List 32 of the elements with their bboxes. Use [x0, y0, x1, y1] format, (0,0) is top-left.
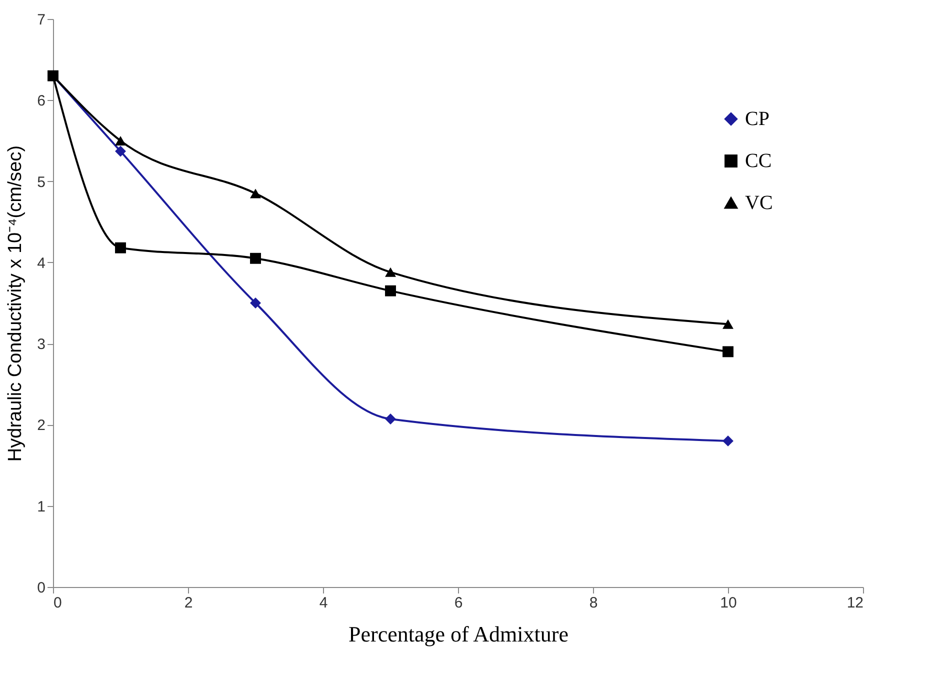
y-tick-label: 4: [37, 254, 46, 272]
point: [722, 346, 734, 358]
x-tick-label: 6: [454, 594, 463, 612]
legend-label: VC: [745, 192, 773, 214]
y-tick-label: 0: [37, 580, 46, 596]
point: [385, 267, 396, 277]
point: [115, 242, 126, 254]
x-tick-label: 10: [720, 594, 737, 612]
x-tick-label: 8: [589, 594, 598, 612]
y-axis-title: Hydraulic Conductivity x 10⁻⁴(cm/sec): [5, 145, 26, 462]
point: [722, 319, 734, 329]
y-tick-label: 7: [37, 12, 46, 28]
y-tick-label: 6: [37, 92, 46, 110]
legend-label: CC: [745, 150, 772, 172]
point: [722, 435, 734, 446]
point: [115, 136, 126, 146]
x-tick-label: 4: [319, 594, 328, 612]
point: [385, 285, 396, 296]
y-tick-label: 5: [37, 174, 46, 191]
y-tick-label: 3: [37, 336, 46, 354]
point: [115, 146, 126, 157]
point: [250, 252, 261, 264]
x-tick-label: 12: [846, 594, 864, 612]
point: [250, 298, 261, 308]
y-tick-label: 1: [37, 498, 46, 516]
point: [385, 414, 396, 425]
legend-label: CP: [745, 108, 770, 130]
x-tick-label: 2: [184, 594, 193, 612]
x-tick-label: 0: [54, 594, 62, 612]
y-tick-label: 2: [37, 417, 46, 434]
point: [250, 188, 261, 198]
x-axis-title: Percentage of Admixture: [348, 622, 568, 646]
